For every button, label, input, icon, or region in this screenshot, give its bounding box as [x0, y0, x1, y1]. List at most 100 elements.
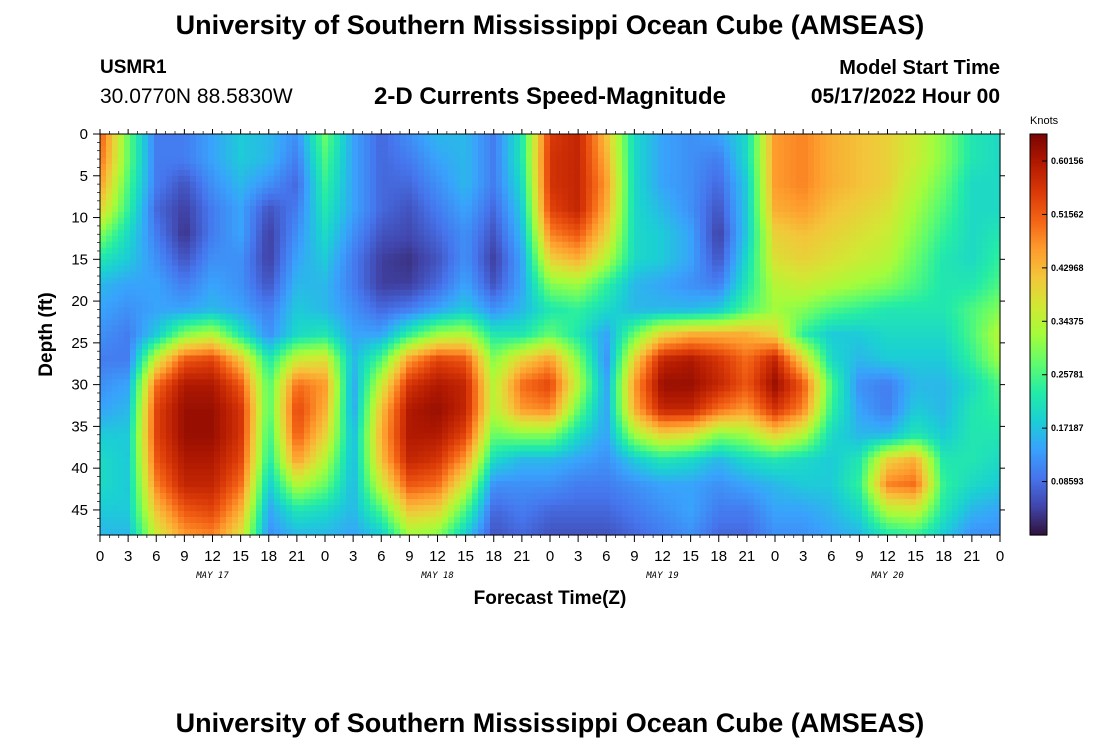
heatmap-cell — [142, 151, 149, 159]
heatmap-cell — [268, 283, 275, 291]
heatmap-cell — [754, 325, 761, 333]
heatmap-cell — [970, 247, 977, 255]
heatmap-cell — [166, 134, 173, 141]
heatmap-cell — [250, 187, 257, 195]
heatmap-cell — [664, 157, 671, 165]
heatmap-cell — [994, 217, 1001, 225]
heatmap-cell — [490, 163, 497, 171]
heatmap-cell — [862, 253, 869, 261]
heatmap-cell — [844, 157, 851, 165]
heatmap-cell — [472, 181, 479, 189]
heatmap-cell — [880, 253, 887, 261]
heatmap-cell — [862, 199, 869, 207]
heatmap-cell — [316, 307, 323, 315]
heatmap-cell — [664, 271, 671, 279]
heatmap-cell — [946, 157, 953, 165]
heatmap-cell — [466, 157, 473, 165]
heatmap-cell — [394, 295, 401, 303]
heatmap-cell — [730, 241, 737, 249]
heatmap-cell — [472, 151, 479, 159]
heatmap-cell — [520, 325, 527, 333]
heatmap-cell — [184, 325, 191, 333]
heatmap-cell — [406, 157, 413, 165]
heatmap-cell — [934, 301, 941, 309]
heatmap-cell — [646, 253, 653, 261]
heatmap-cell — [142, 283, 149, 291]
heatmap-cell — [394, 325, 401, 333]
heatmap-cell — [658, 229, 665, 237]
heatmap-cell — [346, 313, 353, 321]
heatmap-cell — [898, 211, 905, 219]
heatmap-cell — [694, 205, 701, 213]
heatmap-cell — [724, 265, 731, 273]
heatmap-cell — [898, 145, 905, 153]
heatmap-cell — [772, 289, 779, 297]
heatmap-cell — [520, 259, 527, 267]
heatmap-cell — [418, 247, 425, 255]
heatmap-cell — [724, 181, 731, 189]
heatmap-cell — [934, 175, 941, 183]
heatmap-cell — [646, 319, 653, 327]
heatmap-cell — [562, 301, 569, 309]
heatmap-cell — [742, 139, 749, 147]
heatmap-cell — [364, 211, 371, 219]
heatmap-cell — [310, 134, 317, 141]
heatmap-cell — [736, 193, 743, 201]
heatmap-cell — [766, 217, 773, 225]
heatmap-cell — [850, 283, 857, 291]
heatmap-cell — [874, 235, 881, 243]
heatmap-cell — [940, 265, 947, 273]
heatmap-cell — [796, 169, 803, 177]
heatmap-cell — [712, 187, 719, 195]
heatmap-cell — [994, 295, 1001, 303]
heatmap-cell — [430, 205, 437, 213]
heatmap-cell — [808, 169, 815, 177]
heatmap-cell — [376, 199, 383, 207]
heatmap-cell — [460, 295, 467, 303]
heatmap-cell — [652, 187, 659, 195]
heatmap-cell — [988, 145, 995, 153]
heatmap-cell — [718, 283, 725, 291]
heatmap-cell — [430, 139, 437, 147]
heatmap-cell — [340, 223, 347, 231]
heatmap-cell — [268, 187, 275, 195]
heatmap-cell — [718, 193, 725, 201]
heatmap-cell — [286, 289, 293, 297]
heatmap-cell — [124, 217, 131, 225]
heatmap-cell — [802, 277, 809, 285]
heatmap-cell — [910, 205, 917, 213]
heatmap-cell — [400, 253, 407, 261]
heatmap-cell — [772, 253, 779, 261]
heatmap-cell — [676, 229, 683, 237]
heatmap-cell — [106, 217, 113, 225]
heatmap-cell — [508, 259, 515, 267]
heatmap-cell — [310, 199, 317, 207]
heatmap-cell — [196, 259, 203, 267]
heatmap-cell — [310, 289, 317, 297]
heatmap-cell — [790, 187, 797, 195]
heatmap-cell — [274, 283, 281, 291]
heatmap-cell — [412, 175, 419, 183]
heatmap-cell — [712, 277, 719, 285]
heatmap-cell — [694, 157, 701, 165]
heatmap-cell — [256, 289, 263, 297]
heatmap-cell — [964, 277, 971, 285]
heatmap-cell — [964, 301, 971, 309]
heatmap-cell — [124, 271, 131, 279]
heatmap-cell — [760, 157, 767, 165]
heatmap-cell — [196, 271, 203, 279]
heatmap-cell — [340, 265, 347, 273]
heatmap-cell — [646, 193, 653, 201]
heatmap-cell — [154, 211, 161, 219]
heatmap-cell — [352, 151, 359, 159]
heatmap-cell — [940, 163, 947, 171]
heatmap-cell — [664, 229, 671, 237]
heatmap-cell — [556, 229, 563, 237]
heatmap-cell — [112, 331, 119, 339]
heatmap-cell — [910, 151, 917, 159]
heatmap-cell — [592, 247, 599, 255]
heatmap-cell — [994, 175, 1001, 183]
heatmap-cell — [580, 223, 587, 231]
heatmap-cell — [664, 319, 671, 327]
heatmap-cell — [940, 157, 947, 165]
